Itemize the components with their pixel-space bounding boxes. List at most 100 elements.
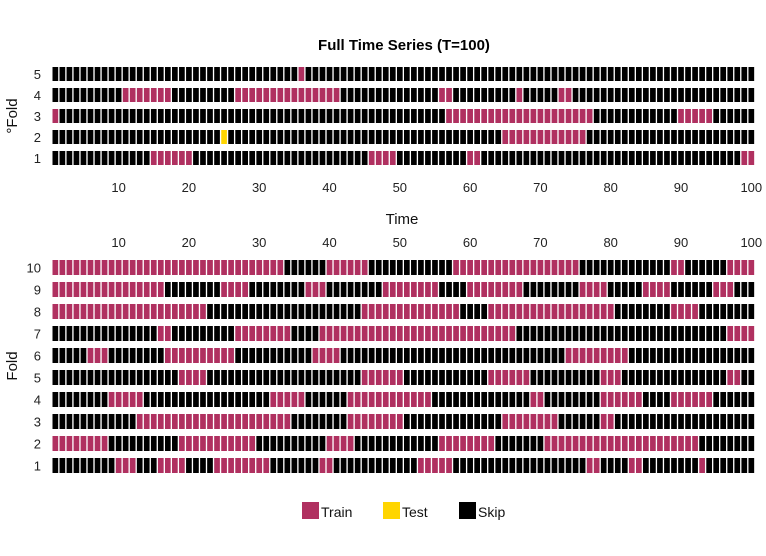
cell-train <box>544 304 551 319</box>
cell-skip <box>59 370 66 385</box>
cell-train <box>361 370 368 385</box>
cell-skip <box>558 151 565 165</box>
cell-train <box>516 414 523 429</box>
cell-train <box>270 392 277 407</box>
x-tick-label: 100 <box>740 180 762 195</box>
cell-skip <box>221 370 227 385</box>
cell-skip <box>593 370 600 385</box>
cell-train <box>488 326 495 341</box>
cell-train <box>87 304 94 319</box>
cell-train <box>375 392 382 407</box>
cell-skip <box>207 130 213 144</box>
cell-train <box>748 326 755 341</box>
cell-train <box>467 326 473 341</box>
cell-train <box>214 414 220 429</box>
cell-skip <box>628 260 635 275</box>
cell-skip <box>143 458 150 473</box>
cell-train <box>474 109 480 123</box>
legend-label-test: Test <box>402 504 428 520</box>
cell-skip <box>157 392 164 407</box>
cell-train <box>544 414 551 429</box>
cell-train <box>600 348 607 363</box>
cell-skip <box>115 151 122 165</box>
cell-train <box>572 348 579 363</box>
cell-train <box>460 326 466 341</box>
cell-train <box>284 88 291 102</box>
cell-skip <box>228 326 234 341</box>
cell-train <box>73 304 80 319</box>
cell-skip <box>291 370 298 385</box>
cell-skip <box>418 370 424 385</box>
cell-skip <box>319 414 326 429</box>
cell-skip <box>586 130 593 144</box>
cell-skip <box>558 414 565 429</box>
cell-train <box>678 109 684 123</box>
cell-train <box>523 130 530 144</box>
cell-train <box>692 436 698 451</box>
cell-skip <box>80 109 87 123</box>
cell-train <box>453 109 459 123</box>
cell-train <box>565 436 572 451</box>
cell-skip <box>635 370 642 385</box>
cell-train <box>249 436 256 451</box>
cell-skip <box>692 282 698 297</box>
cell-skip <box>523 151 530 165</box>
cell-skip <box>692 260 698 275</box>
cell-skip <box>157 370 164 385</box>
cell-train <box>516 370 523 385</box>
cell-skip <box>235 348 241 363</box>
cell-train <box>439 458 445 473</box>
cell-skip <box>734 282 741 297</box>
cell-train <box>298 88 305 102</box>
cell-skip <box>277 348 284 363</box>
cell-train <box>558 130 565 144</box>
cell-skip <box>312 392 319 407</box>
cell-skip <box>235 304 241 319</box>
cell-skip <box>340 130 347 144</box>
cell-skip <box>129 370 136 385</box>
cell-train <box>558 436 565 451</box>
cell-skip <box>741 392 748 407</box>
cell-train <box>66 304 73 319</box>
legend-swatch-test <box>383 502 400 519</box>
cell-skip <box>579 326 586 341</box>
cell-train <box>382 326 389 341</box>
cell-skip <box>664 130 670 144</box>
cell-skip <box>333 304 340 319</box>
cell-skip <box>685 67 691 81</box>
cell-skip <box>460 88 466 102</box>
cell-skip <box>565 392 572 407</box>
cell-skip <box>214 67 220 81</box>
cell-train <box>108 260 115 275</box>
cell-skip <box>635 151 642 165</box>
cell-train <box>425 282 431 297</box>
cell-skip <box>537 436 544 451</box>
cell-skip <box>375 67 382 81</box>
cell-skip <box>685 260 691 275</box>
cell-skip <box>692 130 698 144</box>
cell-skip <box>720 260 727 275</box>
cell-skip <box>593 109 600 123</box>
cell-skip <box>122 151 129 165</box>
cell-train <box>382 304 389 319</box>
cell-skip <box>727 348 734 363</box>
cell-skip <box>101 326 108 341</box>
cell-skip <box>333 392 340 407</box>
cell-train <box>101 436 108 451</box>
cell-skip <box>572 370 579 385</box>
cell-skip <box>713 130 720 144</box>
cell-skip <box>164 109 171 123</box>
cell-skip <box>214 130 220 144</box>
cell-skip <box>305 414 312 429</box>
cell-skip <box>509 392 516 407</box>
cell-skip <box>277 130 284 144</box>
cell-skip <box>354 109 361 123</box>
cell-train <box>242 88 249 102</box>
cell-skip <box>600 88 607 102</box>
cell-skip <box>460 67 466 81</box>
cell-skip <box>727 304 734 319</box>
cell-skip <box>242 67 249 81</box>
cell-skip <box>727 458 734 473</box>
cell-skip <box>713 370 720 385</box>
cell-skip <box>439 392 445 407</box>
